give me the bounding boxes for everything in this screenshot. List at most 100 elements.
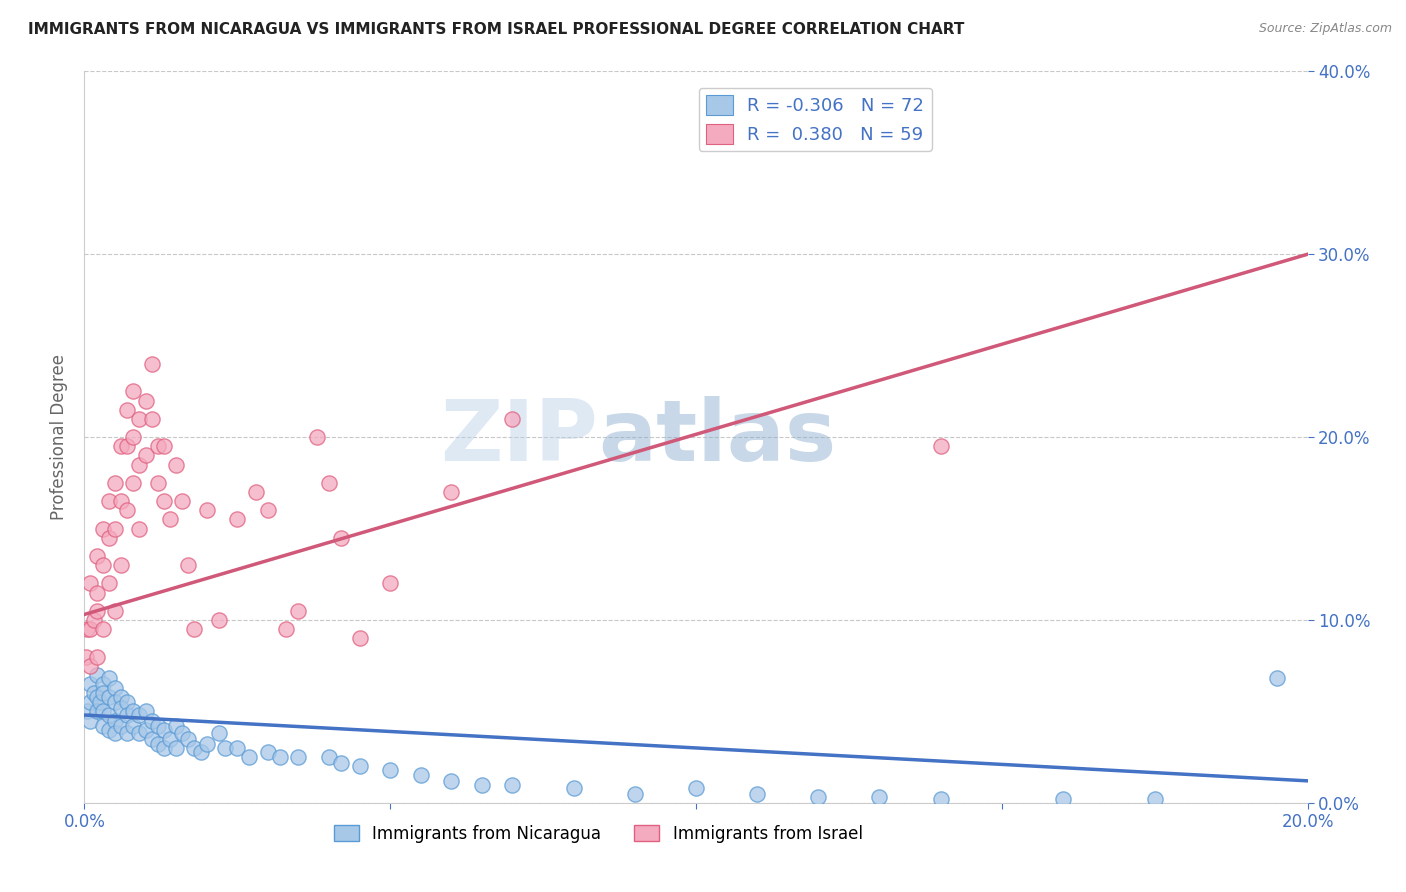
Point xyxy=(562,781,585,796)
Point xyxy=(305,430,328,444)
Point xyxy=(135,448,157,462)
Point xyxy=(122,430,145,444)
Point xyxy=(115,695,138,709)
Point xyxy=(115,402,138,417)
Point xyxy=(97,708,120,723)
Point xyxy=(97,672,120,686)
Point xyxy=(747,787,769,801)
Point xyxy=(165,719,187,733)
Point xyxy=(624,787,647,801)
Point xyxy=(153,439,176,453)
Point xyxy=(269,750,291,764)
Point xyxy=(128,521,150,535)
Point xyxy=(153,740,176,755)
Point xyxy=(86,705,108,719)
Point xyxy=(214,740,236,755)
Point xyxy=(276,622,298,636)
Point xyxy=(226,512,249,526)
Point xyxy=(86,604,108,618)
Point xyxy=(76,622,98,636)
Point xyxy=(380,763,402,777)
Point xyxy=(869,790,891,805)
Point xyxy=(91,719,114,733)
Point xyxy=(1265,672,1288,686)
Point xyxy=(86,649,108,664)
Point xyxy=(97,531,120,545)
Point xyxy=(76,705,98,719)
Point xyxy=(183,622,205,636)
Point xyxy=(91,622,114,636)
Point xyxy=(195,503,218,517)
Point xyxy=(128,708,150,723)
Point xyxy=(146,475,169,490)
Point xyxy=(97,723,120,737)
Point xyxy=(141,357,163,371)
Point xyxy=(110,439,132,453)
Point xyxy=(318,750,340,764)
Point xyxy=(115,708,138,723)
Text: IMMIGRANTS FROM NICARAGUA VS IMMIGRANTS FROM ISRAEL PROFESSIONAL DEGREE CORRELAT: IMMIGRANTS FROM NICARAGUA VS IMMIGRANTS … xyxy=(28,22,965,37)
Point xyxy=(79,622,101,636)
Point xyxy=(208,613,231,627)
Point xyxy=(146,439,169,453)
Point xyxy=(104,521,127,535)
Point xyxy=(159,512,181,526)
Point xyxy=(380,576,402,591)
Text: Source: ZipAtlas.com: Source: ZipAtlas.com xyxy=(1258,22,1392,36)
Point xyxy=(79,658,101,673)
Point xyxy=(122,719,145,733)
Point xyxy=(110,700,132,714)
Point xyxy=(165,458,187,472)
Point xyxy=(115,503,138,517)
Point xyxy=(122,705,145,719)
Point xyxy=(135,705,157,719)
Point xyxy=(440,485,463,500)
Point xyxy=(172,494,194,508)
Point xyxy=(287,604,309,618)
Point xyxy=(91,677,114,691)
Point xyxy=(115,726,138,740)
Point xyxy=(208,726,231,740)
Point xyxy=(502,412,524,426)
Point xyxy=(409,768,432,782)
Point xyxy=(91,558,114,573)
Text: ZIP: ZIP xyxy=(440,395,598,479)
Point xyxy=(91,521,114,535)
Point xyxy=(929,439,952,453)
Point xyxy=(146,737,169,751)
Point xyxy=(86,667,108,681)
Point xyxy=(104,726,127,740)
Point xyxy=(318,475,340,490)
Point xyxy=(349,759,371,773)
Point xyxy=(83,613,105,627)
Point xyxy=(75,649,97,664)
Point xyxy=(128,458,150,472)
Point xyxy=(104,695,127,709)
Point xyxy=(141,714,163,728)
Point xyxy=(1052,792,1074,806)
Point xyxy=(128,412,150,426)
Point xyxy=(141,731,163,746)
Point xyxy=(471,778,494,792)
Point xyxy=(86,585,108,599)
Point xyxy=(141,412,163,426)
Point xyxy=(172,726,194,740)
Point xyxy=(89,695,111,709)
Point xyxy=(440,773,463,788)
Point xyxy=(349,632,371,646)
Point xyxy=(79,714,101,728)
Point xyxy=(257,745,280,759)
Point xyxy=(104,475,127,490)
Point xyxy=(153,494,176,508)
Point xyxy=(97,690,120,704)
Point xyxy=(86,549,108,563)
Point xyxy=(104,714,127,728)
Point xyxy=(86,690,108,704)
Point xyxy=(128,726,150,740)
Text: atlas: atlas xyxy=(598,395,837,479)
Point xyxy=(91,705,114,719)
Point xyxy=(91,686,114,700)
Point xyxy=(79,576,101,591)
Point xyxy=(257,503,280,517)
Point xyxy=(97,576,120,591)
